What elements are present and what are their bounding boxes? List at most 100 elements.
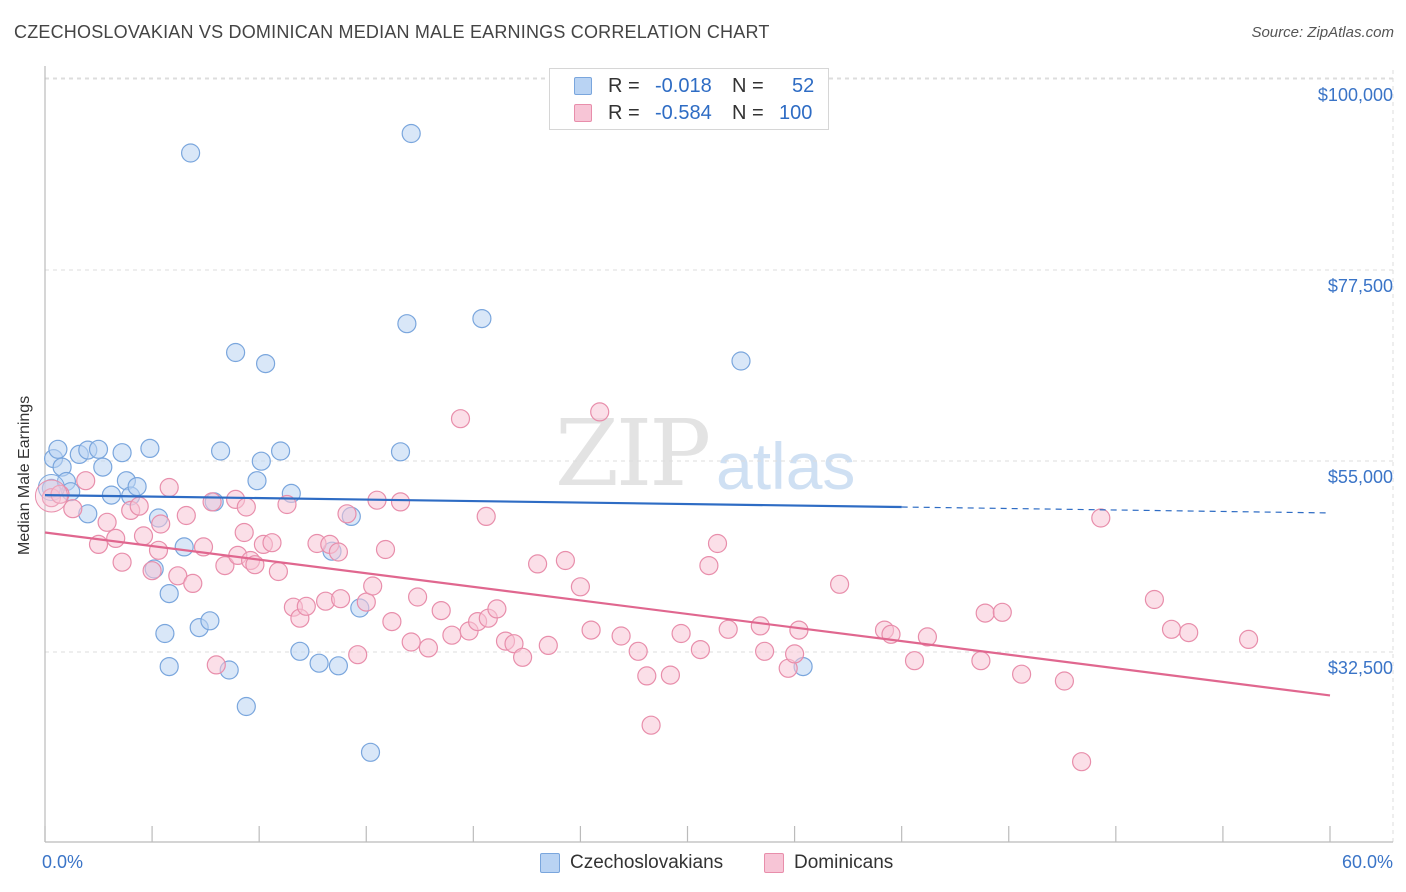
czechoslovakian-point bbox=[472, 309, 492, 329]
legend-n-value: 100 bbox=[779, 102, 813, 124]
czechoslovakian-point bbox=[112, 443, 132, 463]
czechoslovakian-point bbox=[159, 656, 179, 677]
czechoslovakian-point bbox=[88, 439, 109, 459]
watermark-zip: ZIP bbox=[555, 400, 711, 507]
y-tick-label: $77,500 bbox=[1327, 276, 1393, 296]
y-axis-label-wrap: Median Male Earnings bbox=[16, 301, 36, 555]
dominican-point bbox=[590, 402, 610, 422]
dominican-point bbox=[148, 540, 169, 560]
dominican-point bbox=[236, 497, 256, 517]
source-label: Source: ZipAtlas.com bbox=[1251, 24, 1394, 41]
czechoslovakian-point bbox=[155, 623, 175, 644]
dominican-point bbox=[348, 645, 368, 665]
dominican-point bbox=[382, 611, 402, 632]
legend-r-label: R = bbox=[608, 102, 640, 124]
dominican-point bbox=[112, 552, 132, 572]
dominican-point bbox=[1011, 664, 1032, 684]
dominican-point bbox=[1179, 622, 1199, 643]
dominican-point bbox=[975, 603, 995, 623]
dominican-point bbox=[328, 542, 348, 562]
dominicans-trend-line bbox=[44, 531, 1331, 697]
dominican-point bbox=[168, 566, 188, 586]
dominican-point bbox=[992, 602, 1012, 622]
czechoslovakians-points bbox=[37, 123, 813, 762]
x-tick-max: 60.0% bbox=[1341, 852, 1393, 872]
dominican-point bbox=[129, 496, 149, 516]
dominican-point bbox=[1054, 671, 1075, 691]
czechoslovakian-point bbox=[390, 442, 411, 462]
czechoslovakians-trend-extension bbox=[901, 506, 1331, 514]
dominican-point bbox=[97, 512, 117, 532]
czechoslovakian-point bbox=[256, 354, 276, 374]
legend-n-label: N = bbox=[732, 75, 764, 97]
dominican-point bbox=[356, 592, 376, 612]
chart-title: CZECHOSLOVAKIAN VS DOMINICAN MEDIAN MALE… bbox=[14, 22, 770, 42]
series-legend-label: Czechoslovakians bbox=[570, 852, 724, 873]
dominican-point bbox=[418, 638, 438, 658]
dominican-point bbox=[234, 522, 254, 543]
grid bbox=[45, 70, 1394, 842]
dominican-point bbox=[106, 528, 126, 549]
czechoslovakian-point bbox=[271, 441, 291, 461]
dominican-point bbox=[375, 539, 396, 560]
czechoslovakian-point bbox=[236, 696, 256, 717]
czechoslovakian-point bbox=[731, 351, 751, 371]
series-swatch-blue bbox=[540, 853, 560, 873]
dominican-point bbox=[512, 647, 533, 667]
dominican-point bbox=[904, 651, 925, 671]
dominican-point bbox=[476, 506, 496, 527]
dominican-point bbox=[133, 526, 154, 546]
legend-n-value: 52 bbox=[792, 75, 815, 97]
czechoslovakian-point bbox=[397, 314, 417, 334]
dominican-point bbox=[159, 477, 179, 498]
legend-r-value: -0.584 bbox=[655, 102, 712, 124]
dominican-point bbox=[262, 533, 282, 553]
dominican-point bbox=[611, 626, 631, 646]
czechoslovakian-point bbox=[328, 656, 348, 676]
czechoslovakian-point bbox=[48, 439, 68, 459]
dominican-point bbox=[699, 555, 719, 576]
dominican-point bbox=[581, 620, 601, 640]
dominican-point bbox=[277, 494, 297, 515]
czechoslovakian-point bbox=[127, 477, 147, 497]
dominican-point bbox=[718, 619, 738, 639]
dominican-point bbox=[917, 627, 938, 647]
czechoslovakian-point bbox=[247, 471, 267, 491]
x-tick-min: 0.0% bbox=[42, 852, 84, 872]
dominican-point bbox=[504, 634, 524, 654]
dominican-point bbox=[1238, 629, 1259, 650]
dominican-point bbox=[268, 561, 288, 582]
czechoslovakian-point bbox=[159, 583, 179, 604]
dominican-point bbox=[641, 715, 661, 735]
dominican-point bbox=[784, 644, 805, 664]
dominican-point bbox=[707, 533, 728, 554]
dominican-point bbox=[76, 471, 96, 491]
series-legend-label: Dominicans bbox=[794, 852, 894, 873]
y-tick-label: $55,000 bbox=[1327, 467, 1393, 487]
czechoslovakian-point bbox=[181, 143, 201, 163]
trend-lines bbox=[44, 494, 1331, 697]
dominican-point bbox=[331, 589, 351, 609]
series-legend: Czechoslovakians Dominicans bbox=[0, 852, 1406, 876]
y-tick-label: $32,500 bbox=[1327, 658, 1393, 678]
dominican-point bbox=[450, 409, 471, 429]
dominican-point bbox=[660, 665, 681, 685]
czechoslovakian-point bbox=[140, 438, 160, 458]
legend-r-label: R = bbox=[608, 75, 640, 97]
dominican-point bbox=[401, 632, 421, 652]
dominican-point bbox=[750, 616, 770, 636]
dominican-point bbox=[442, 625, 462, 645]
dominican-point bbox=[408, 587, 428, 607]
dominican-point bbox=[176, 505, 196, 526]
stats-legend: R = -0.018 N = 52 R = -0.584 N = 100 bbox=[549, 68, 829, 130]
czechoslovakian-point bbox=[401, 123, 421, 144]
dominican-point bbox=[142, 561, 162, 581]
czechoslovakian-point bbox=[200, 611, 220, 631]
dominican-point bbox=[63, 499, 83, 519]
dominican-point bbox=[527, 554, 548, 574]
watermark-atlas: atlas bbox=[716, 429, 856, 503]
dominican-point bbox=[1144, 589, 1165, 610]
czechoslovakian-point bbox=[360, 742, 381, 762]
dominican-point bbox=[151, 514, 171, 534]
dominican-point bbox=[971, 651, 991, 671]
